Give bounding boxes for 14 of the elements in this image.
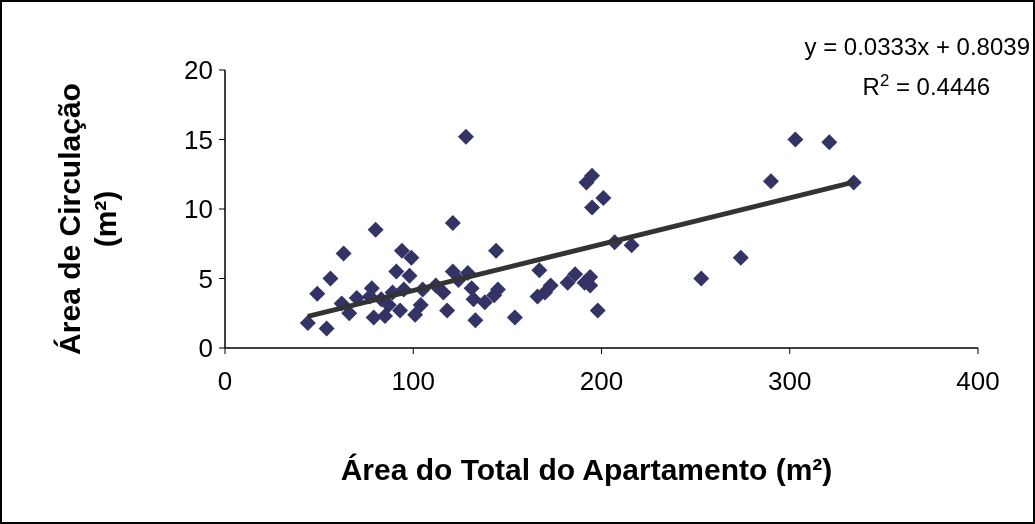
y-tick-label: 5 [198, 263, 213, 294]
text: y = 0.0333x + 0.8039 [804, 33, 1030, 60]
x-axis-title: Área do Total do Apartamento (m²) [340, 453, 833, 486]
x-tick-label: 200 [579, 366, 624, 396]
y-tick-label: 15 [184, 124, 213, 155]
y-tick-label: 10 [184, 194, 213, 225]
x-tick-label: 100 [391, 366, 435, 396]
y-axis-title: Área de Circulação (m²) [53, 83, 122, 355]
x-tick-label: 300 [768, 366, 812, 396]
y-tick-label: 0 [198, 333, 213, 364]
x-tick-label: 400 [956, 366, 1000, 396]
y-tick-label: 20 [184, 55, 213, 86]
x-tick-label: 0 [217, 366, 233, 396]
annotation: R$^{2}$ = 0.4446 [862, 70, 990, 100]
